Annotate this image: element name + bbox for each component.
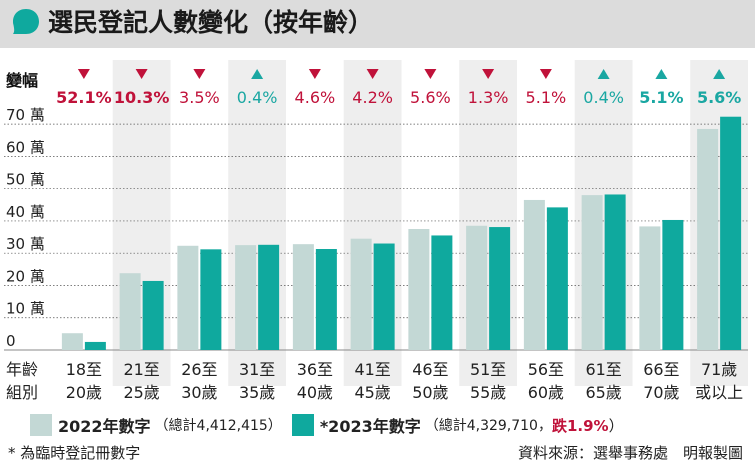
footnote: * 為臨時登記冊數字 [8,444,141,462]
down-arrow-icon [308,69,321,79]
category-label-line1: 56至 [528,360,564,379]
category-label-line2: 55歲 [470,383,506,402]
speech-bubble-icon [13,9,39,34]
legend-drop-2023: 跌1.9% [551,416,609,435]
category-label-line1: 41至 [354,360,390,379]
bar-2023 [489,227,511,350]
change-row-label: 變幅 [6,71,38,90]
bar-2022 [408,229,430,350]
y-tick-label: 40 萬 [6,203,45,221]
category-label-line1: 66至 [643,360,679,379]
legend-swatch-2022 [30,414,52,436]
category-label-line2: 25歲 [123,383,159,402]
bar-2022 [581,195,603,350]
source-credit: 資料來源：選舉事務處 明報製圖 [517,444,743,462]
y-tick-label: 20 萬 [6,267,45,285]
category-label-line1: 46至 [412,360,448,379]
bar-2023 [662,219,684,350]
category-label-line1: 18至 [66,360,102,379]
bar-2022 [119,273,141,350]
category-label-line2: 35歲 [239,383,275,402]
bar-2022 [697,128,719,350]
category-label-line1: 71歲 [701,360,737,379]
bar-2023 [142,280,164,350]
bar-2023 [84,341,106,350]
category-label-line2: 65歲 [585,383,621,402]
category-label-line1: 31至 [239,360,275,379]
y-tick-label: 0 [6,332,16,350]
category-label-line1: 26至 [181,360,217,379]
bar-2022 [523,199,545,350]
legend-note-2022: （總計4,412,415） [154,418,282,434]
bar-2023 [373,243,395,350]
category-label-line1: 36至 [297,360,333,379]
category-label-line1: 51至 [470,360,506,379]
category-label-line2: 60歲 [528,383,564,402]
change-value: 3.5% [179,88,220,107]
change-value: 4.2% [352,88,393,107]
change-value: 5.6% [410,88,451,107]
category-label-line1: 61至 [585,360,621,379]
down-arrow-icon [193,69,206,79]
age-label-line2: 組別 [6,383,38,402]
down-arrow-icon [135,69,148,79]
down-arrow-icon [366,69,379,79]
change-value: 1.3% [468,88,509,107]
bar-2023 [315,249,337,350]
change-value: 4.6% [295,88,336,107]
category-label-line2: 70歲 [643,383,679,402]
change-value: 5.1% [526,88,567,107]
y-tick-label: 60 萬 [6,138,45,156]
category-label-line2: 45歲 [354,383,390,402]
bar-2022 [177,245,199,350]
y-tick-label: 30 萬 [6,235,45,253]
up-arrow-icon [713,69,726,79]
legend-label-2022: 2022年數字 [58,417,151,436]
bar-2023 [258,244,280,350]
legend-swatch-2023 [291,414,314,436]
title-bar [0,0,755,48]
change-value: 5.1% [639,88,683,107]
bar-2022 [61,333,83,350]
age-label-line1: 年齡 [6,360,38,379]
bar-2022 [466,225,488,350]
category-label-line2: 或以上 [695,383,743,402]
change-value: 52.1% [56,88,112,107]
down-arrow-icon [77,69,90,79]
category-label-line2: 40歲 [297,383,333,402]
down-arrow-icon [482,69,495,79]
legend-note-2023: （總計4,329,710， [424,418,552,434]
up-arrow-icon [251,69,264,79]
bar-2022 [639,226,661,350]
chart-title: 選民登記人數變化（按年齡） [48,8,374,37]
up-arrow-icon [597,69,610,79]
down-arrow-icon [539,69,552,79]
bar-2023 [546,207,568,350]
category-label-line2: 50歲 [412,383,448,402]
legend-label-2023: *2023年數字 [319,417,421,436]
change-value: 0.4% [237,88,278,107]
legend-close-paren: ） [608,416,624,435]
y-tick-label: 10 萬 [6,300,45,318]
change-value: 0.4% [583,88,624,107]
bar-2022 [350,238,372,350]
category-label-line2: 20歲 [66,383,102,402]
change-value: 10.3% [114,88,170,107]
change-value: 5.6% [697,88,741,107]
up-arrow-icon [655,69,668,79]
bar-2023 [720,116,742,350]
legend: 2022年數字 （總計4,412,415） *2023年數字 （總計4,329,… [30,412,624,438]
y-tick-label: 50 萬 [6,171,45,189]
bar-2022 [292,244,314,350]
down-arrow-icon [424,69,437,79]
y-tick-label: 70 萬 [6,106,45,124]
bar-2023 [604,194,626,350]
bar-2023 [200,249,222,350]
bar-2022 [235,245,257,350]
category-label-line1: 21至 [123,360,159,379]
bar-2023 [431,235,453,350]
category-label-line2: 30歲 [181,383,217,402]
